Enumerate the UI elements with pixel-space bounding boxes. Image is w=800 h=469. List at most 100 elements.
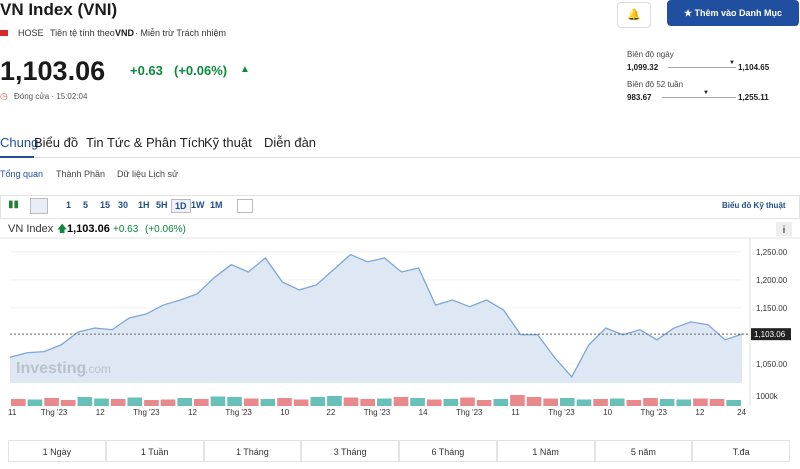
volume-bar — [44, 398, 59, 406]
volume-bar — [110, 399, 126, 406]
volume-bar — [360, 399, 375, 406]
interval-button[interactable]: 1W — [191, 200, 205, 210]
tab[interactable]: Kỹ thuật — [204, 135, 252, 150]
interval-button[interactable]: 5 — [83, 200, 89, 210]
info-button[interactable] — [776, 222, 792, 236]
year-high: 1,255.11 — [738, 93, 769, 102]
x-tick-label: Thg '23 — [641, 408, 668, 417]
volume-bar — [659, 399, 675, 406]
subtab[interactable]: Dữ liệu Lịch sử — [117, 169, 179, 179]
change: +0.63 — [130, 63, 163, 78]
legend-change-pct: (+0.06%) — [145, 224, 186, 235]
volume-bar — [609, 398, 625, 406]
x-tick-label: 24 — [737, 408, 746, 417]
tab[interactable]: Biểu đồ — [34, 135, 79, 150]
active-tab-underline — [0, 156, 34, 158]
volume-bar — [77, 397, 93, 406]
interval-button[interactable]: 1D — [171, 199, 191, 213]
info-label[interactable]: i — [783, 225, 785, 236]
volume-bar — [27, 399, 43, 406]
day-low: 1,099.32 — [627, 63, 659, 72]
year-range-label: Biên độ 52 tuần — [627, 80, 684, 89]
volume-bar — [626, 400, 642, 406]
y-tick-label: 1,250.00 — [756, 248, 788, 257]
volume-bar — [343, 397, 359, 406]
volume-bar — [160, 399, 176, 406]
tabs-border — [0, 157, 800, 158]
watchlist-button[interactable]: ★ Thêm vào Danh Mục — [667, 0, 799, 26]
year-range-bar — [662, 97, 736, 98]
button-label[interactable]: Thêm vào Danh Mục — [694, 8, 783, 18]
title: VN Index (VNI) — [0, 0, 118, 19]
volume-bar — [227, 397, 242, 406]
volume-bar — [510, 395, 525, 406]
volume-bar — [543, 398, 558, 406]
status: Đóng cửa · 15:02:04 — [14, 92, 88, 101]
volume-bar — [476, 400, 492, 406]
range-button[interactable]: T.đa — [692, 440, 790, 462]
interval-button[interactable]: 15 — [100, 200, 111, 210]
range-button[interactable]: 1 Tháng — [203, 440, 302, 462]
volume-bar — [210, 396, 226, 406]
subtab[interactable]: Thành Phần — [56, 169, 106, 179]
legend-change: +0.63 — [113, 224, 139, 235]
alert-button[interactable]: 🔔 — [617, 2, 651, 28]
x-tick-label: Thg '23 — [548, 408, 575, 417]
area-fill — [10, 254, 742, 383]
change-pct: (+0.06%) — [174, 63, 228, 78]
interval-button[interactable]: 30 — [118, 200, 129, 210]
area-icon[interactable] — [30, 198, 48, 214]
x-tick-label: Thg '23 — [456, 408, 483, 417]
volume-bar — [60, 400, 76, 406]
volume-bar — [194, 399, 209, 406]
tab[interactable]: Chung — [0, 135, 39, 150]
price-line — [9, 253, 743, 378]
range-button[interactable]: 6 Tháng — [399, 440, 497, 462]
volume-bar — [676, 399, 692, 406]
volume-tick-label: 1000k — [756, 392, 779, 401]
volume-bar — [643, 398, 658, 406]
x-tick-label: 11 — [511, 408, 520, 417]
interval-button[interactable]: 1M — [210, 200, 223, 210]
volume-bar — [293, 399, 309, 406]
year-marker: ▼ — [703, 90, 709, 96]
watermark: Investing — [16, 360, 86, 377]
range-button[interactable]: 1 Ngày — [8, 440, 106, 462]
interval-button[interactable]: 1H — [138, 200, 150, 210]
x-tick-label: Thg '23 — [225, 408, 252, 417]
currency-text: Tiền tệ tính theo — [50, 28, 115, 38]
day-range-label: Biên độ ngày — [627, 50, 674, 59]
settings-icon[interactable] — [237, 199, 253, 213]
volume-bar — [310, 397, 326, 406]
x-tick-label: 22 — [326, 408, 335, 417]
volume-bar — [560, 398, 575, 406]
range-button[interactable]: 3 Tháng — [301, 440, 399, 462]
tab[interactable]: Tin Tức & Phân Tích — [86, 135, 206, 150]
x-tick-label: 12 — [695, 408, 704, 417]
y-tick-label: 1,050.00 — [756, 360, 788, 369]
x-tick-label: 12 — [96, 408, 105, 417]
volume-bar — [243, 398, 259, 406]
last-price-box — [751, 328, 791, 341]
interval-button[interactable]: 5H — [156, 200, 168, 210]
subtab[interactable]: Tổng quan — [0, 169, 44, 179]
flag — [0, 30, 8, 36]
technical-link[interactable]: Biểu đồ Kỹ thuật — [722, 201, 786, 210]
candle-icon[interactable]: ▮▮ — [8, 199, 20, 210]
volume-bar — [426, 399, 442, 406]
range-button[interactable]: 5 năm — [594, 440, 693, 462]
last-price-label: 1,103.06 — [754, 330, 786, 339]
range-button[interactable]: 1 Năm — [496, 440, 595, 462]
interval-button[interactable]: 1 — [66, 200, 72, 210]
volume-bar — [410, 398, 425, 406]
tab[interactable]: Diễn đàn — [264, 135, 317, 150]
watermark-suffix: .com — [85, 362, 111, 376]
volume-bar — [177, 398, 192, 406]
range-button[interactable]: 1 Tuần — [105, 440, 204, 462]
y-tick-label: 1,200.00 — [756, 276, 788, 285]
volume-bar — [327, 396, 342, 406]
disclaimer[interactable]: · Miễn trừ Trách nhiệm — [135, 28, 227, 38]
y-tick-label: 1,150.00 — [756, 304, 788, 313]
volume-bar — [443, 399, 459, 406]
